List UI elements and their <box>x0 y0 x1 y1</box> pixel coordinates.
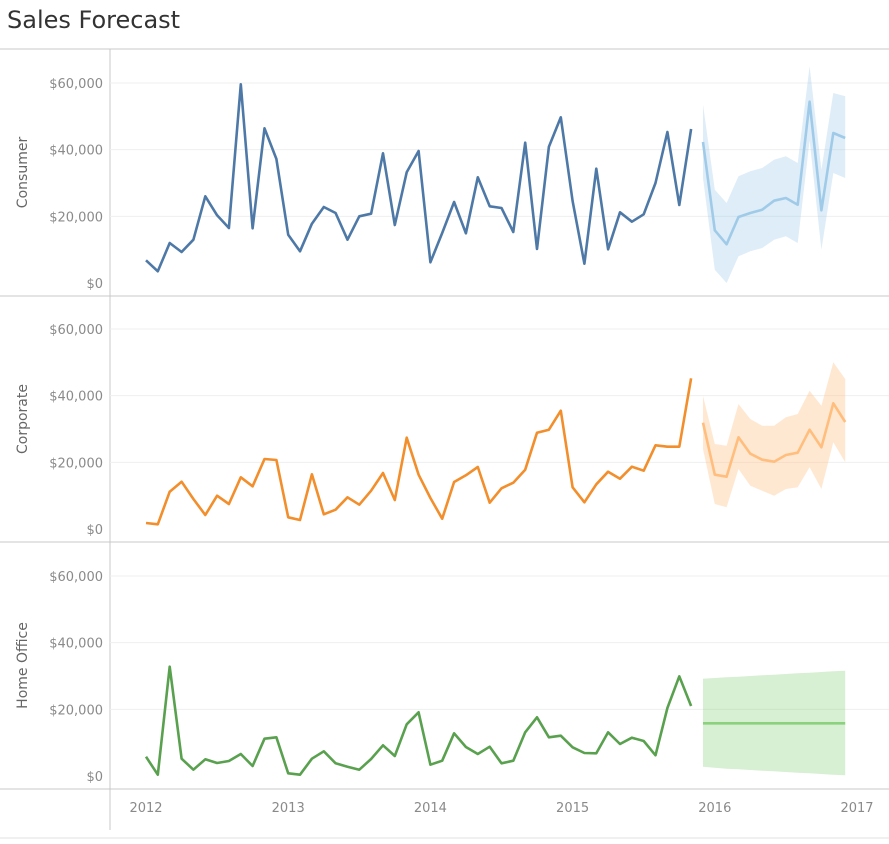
x-tick-label-2016: 2016 <box>698 801 731 816</box>
consumer-forecast-line <box>701 100 846 246</box>
home-office-y-tick-label: $40,000 <box>49 637 103 652</box>
consumer-y-tick-label: $60,000 <box>49 77 103 92</box>
corporate-y-tick-label: $20,000 <box>49 456 103 471</box>
corporate-y-tick-label: $40,000 <box>49 390 103 405</box>
corporate-actual-line <box>145 378 693 526</box>
home-office-actual-line <box>144 665 693 777</box>
chart-title: Sales Forecast <box>7 6 181 34</box>
consumer-actual-line <box>145 83 693 273</box>
consumer-forecast-band <box>703 66 846 283</box>
corporate-forecast-band <box>703 362 846 508</box>
x-tick-label-2017: 2017 <box>840 801 873 816</box>
x-tick-label-2014: 2014 <box>414 801 447 816</box>
x-tick-label-2012: 2012 <box>129 801 162 816</box>
home-office-y-tick-label: $60,000 <box>49 570 103 585</box>
consumer-y-tick-label: $20,000 <box>49 210 103 225</box>
home-office-y-tick-label: $0 <box>86 770 103 785</box>
corporate-row-label: Corporate <box>15 384 31 454</box>
corporate-forecast-line <box>701 401 847 479</box>
x-tick-label-2015: 2015 <box>556 801 589 816</box>
corporate-y-tick-label: $0 <box>86 523 103 538</box>
consumer-row-label: Consumer <box>15 137 31 209</box>
home-office-y-tick-label: $20,000 <box>49 703 103 718</box>
consumer-y-tick-label: $0 <box>86 277 103 292</box>
home-office-row-label: Home Office <box>15 622 31 709</box>
x-tick-label-2013: 2013 <box>272 801 305 816</box>
corporate-y-tick-label: $60,000 <box>49 323 103 338</box>
consumer-y-tick-label: $40,000 <box>49 144 103 159</box>
